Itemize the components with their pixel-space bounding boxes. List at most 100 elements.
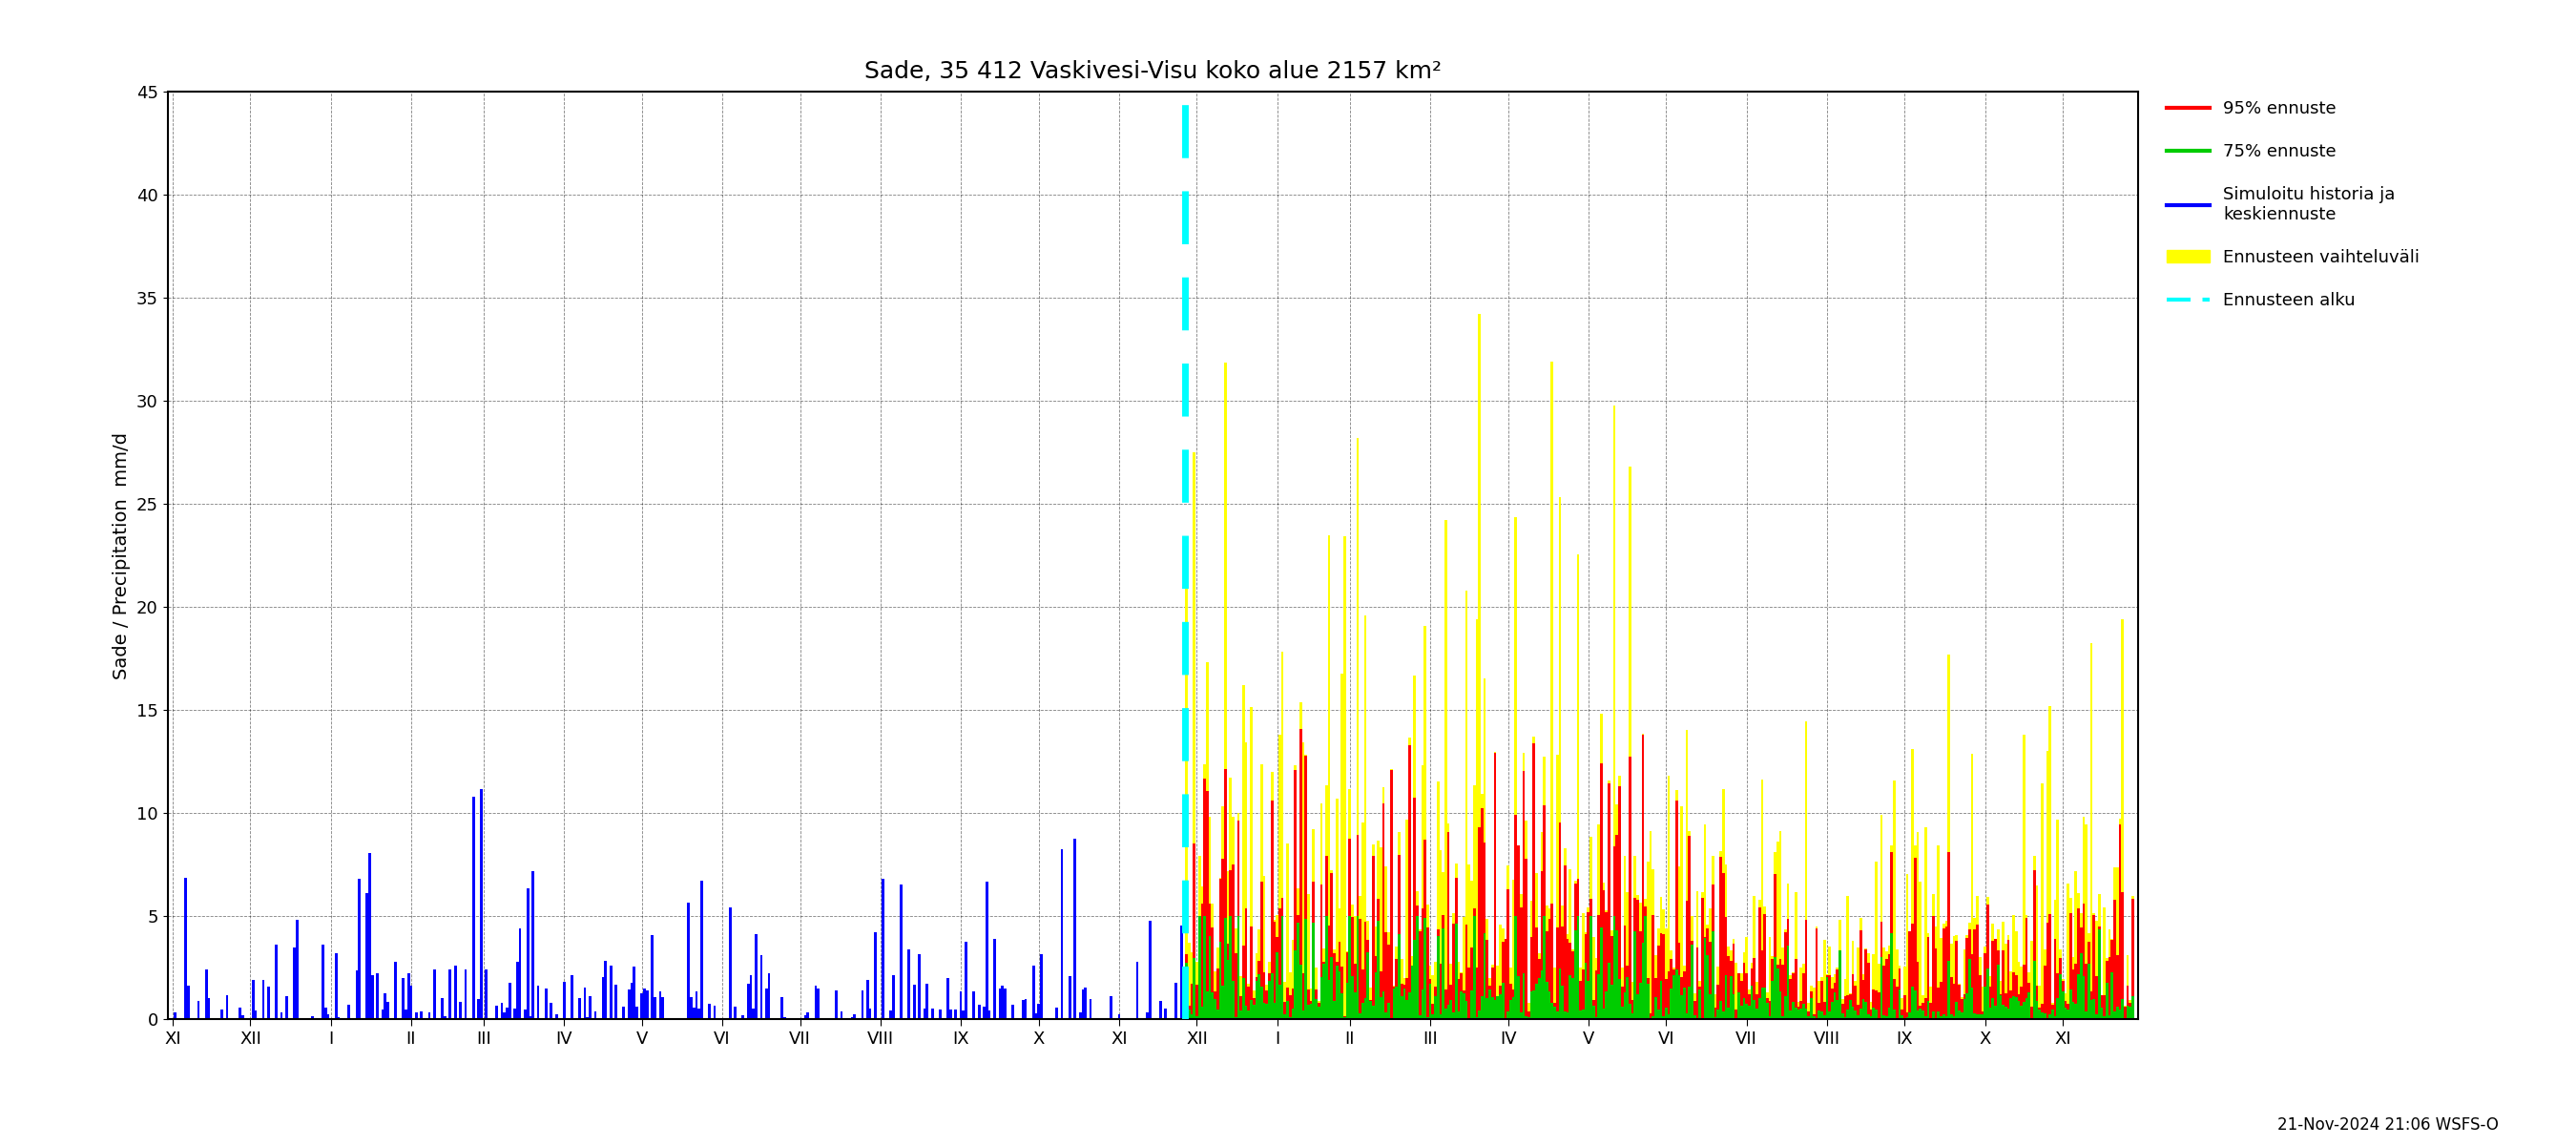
- Bar: [1806, 721, 1808, 919]
- Bar: [1203, 765, 1206, 779]
- Bar: [1672, 970, 1674, 976]
- Bar: [1857, 948, 1860, 1004]
- Bar: [1414, 940, 1417, 1019]
- Bar: [1607, 783, 1610, 963]
- Bar: [873, 932, 876, 1019]
- Bar: [2069, 989, 2071, 1019]
- Bar: [1381, 847, 1383, 971]
- Bar: [948, 1010, 951, 1019]
- Bar: [1450, 985, 1453, 1001]
- Bar: [1677, 976, 1680, 1019]
- Bar: [1404, 985, 1406, 988]
- Bar: [2087, 933, 2089, 942]
- Bar: [1574, 884, 1577, 931]
- Bar: [1762, 988, 1765, 1019]
- Bar: [1829, 976, 1832, 1011]
- Bar: [2128, 1000, 2130, 1003]
- Bar: [1396, 987, 1399, 1019]
- Bar: [1566, 1012, 1569, 1019]
- Bar: [2074, 871, 2076, 964]
- Bar: [1765, 906, 1767, 915]
- Bar: [580, 998, 582, 1019]
- Bar: [2115, 1006, 2117, 1019]
- Bar: [1883, 948, 1886, 965]
- Bar: [1206, 992, 1208, 1019]
- Bar: [1777, 965, 1780, 969]
- Bar: [1721, 874, 1723, 1011]
- Bar: [1935, 926, 1937, 948]
- Bar: [1906, 1017, 1909, 1019]
- Bar: [616, 985, 618, 1019]
- Bar: [252, 980, 255, 1019]
- Bar: [1664, 1008, 1667, 1019]
- Bar: [1370, 1001, 1373, 1019]
- Bar: [2004, 993, 2007, 1006]
- Bar: [1996, 950, 1999, 965]
- Bar: [1360, 1013, 1363, 1019]
- Bar: [1767, 997, 1770, 1003]
- Bar: [1819, 1011, 1821, 1019]
- Bar: [1927, 933, 1929, 938]
- Bar: [1391, 769, 1394, 771]
- Bar: [1522, 973, 1525, 1019]
- Bar: [1450, 964, 1453, 985]
- Bar: [1785, 929, 1788, 932]
- Bar: [1571, 951, 1574, 978]
- Bar: [1296, 923, 1298, 1019]
- Bar: [1211, 992, 1213, 1019]
- Bar: [1780, 831, 1783, 958]
- Bar: [1680, 995, 1682, 1019]
- Bar: [1185, 963, 1188, 1019]
- Bar: [1218, 878, 1221, 942]
- Bar: [1654, 978, 1656, 997]
- Bar: [2097, 929, 2099, 1019]
- Bar: [2105, 961, 2107, 984]
- Bar: [1574, 931, 1577, 1019]
- Bar: [1368, 921, 1370, 940]
- Bar: [1409, 993, 1412, 1019]
- Bar: [1625, 977, 1628, 1019]
- Bar: [1327, 535, 1329, 926]
- Bar: [1662, 1016, 1664, 1019]
- Bar: [2012, 973, 2014, 996]
- Bar: [1597, 824, 1600, 915]
- Bar: [1337, 971, 1340, 1019]
- Bar: [1816, 926, 1819, 929]
- Bar: [1860, 918, 1862, 930]
- Bar: [2128, 1003, 2130, 1006]
- Bar: [2079, 954, 2081, 1019]
- Bar: [1829, 947, 1832, 976]
- Bar: [1327, 926, 1329, 980]
- Bar: [1510, 1000, 1512, 1019]
- Bar: [1999, 995, 2002, 1019]
- Bar: [1965, 938, 1968, 994]
- Bar: [1654, 956, 1656, 978]
- Bar: [1432, 974, 1435, 1004]
- Bar: [1432, 1004, 1435, 1014]
- Bar: [2020, 1005, 2022, 1019]
- Bar: [417, 1018, 420, 1019]
- Bar: [1510, 968, 1512, 984]
- Bar: [1994, 1006, 1996, 1019]
- Bar: [1808, 1012, 1811, 1017]
- Bar: [1973, 1013, 1976, 1019]
- Bar: [1136, 962, 1139, 1019]
- Bar: [1515, 814, 1517, 916]
- Bar: [1376, 972, 1378, 1019]
- Bar: [2084, 1011, 2087, 1019]
- Bar: [1378, 899, 1381, 921]
- Bar: [1396, 960, 1399, 987]
- Bar: [1084, 987, 1087, 1019]
- Bar: [1927, 1001, 1929, 1019]
- Bar: [1525, 1016, 1528, 1019]
- Bar: [2035, 885, 2038, 986]
- Bar: [1540, 871, 1543, 970]
- Bar: [1978, 976, 1981, 1014]
- Bar: [1602, 883, 1605, 890]
- Bar: [2038, 1010, 2040, 1019]
- Bar: [1762, 950, 1765, 988]
- Bar: [1870, 1016, 1873, 1019]
- Bar: [1229, 916, 1231, 1019]
- Bar: [1334, 965, 1337, 1019]
- Bar: [1976, 1014, 1978, 1019]
